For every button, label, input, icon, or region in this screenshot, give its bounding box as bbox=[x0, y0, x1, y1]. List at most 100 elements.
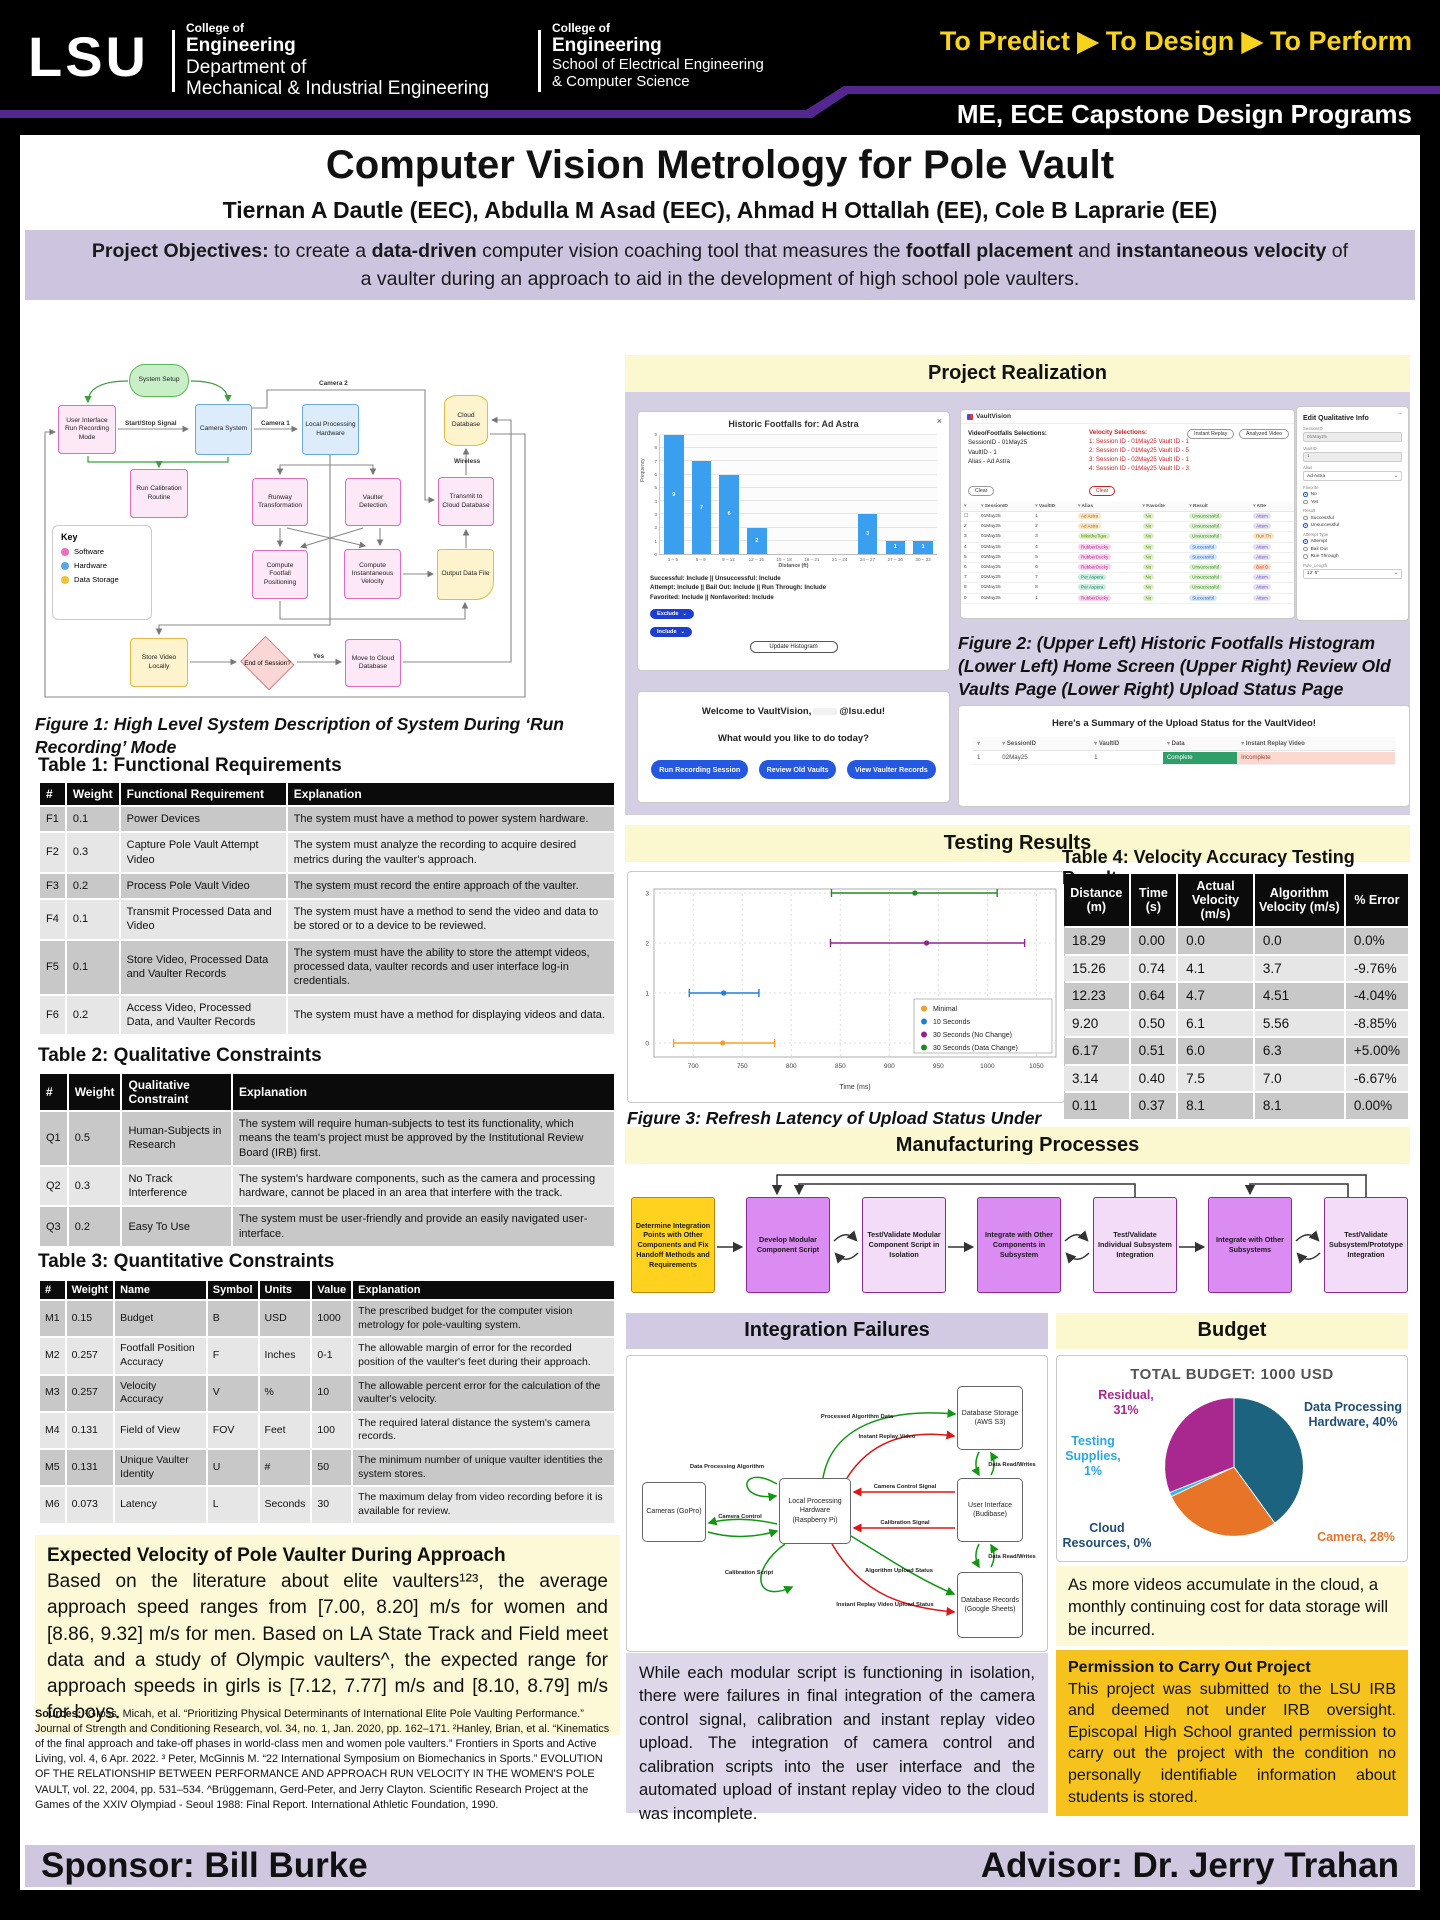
divider bbox=[538, 30, 541, 92]
cell: 0.40 bbox=[1130, 1065, 1177, 1092]
table-row[interactable]: 9 01May25 1 RubberDucky No Successful Attem bbox=[961, 593, 1294, 604]
table-row[interactable]: 4 01May25 4 RubberDucky No Successful Attem bbox=[961, 542, 1294, 553]
cell: 01May25 bbox=[977, 511, 1033, 523]
column-header: Actual Velocity (m/s) bbox=[1178, 874, 1253, 926]
table-row: 0.11 0.37 8.1 8.1 0.00% bbox=[1064, 1093, 1408, 1119]
column-header: Explanation bbox=[287, 783, 614, 805]
box-user-interface: User Interface (Budibase) bbox=[957, 1478, 1023, 1542]
attempt-radio: Attempt bbox=[1303, 539, 1402, 544]
label-data-read-writes: Data Read/Writes bbox=[988, 1462, 1036, 1468]
column-header: Units bbox=[259, 1281, 311, 1299]
cell: The maximum delay from video recording b… bbox=[353, 1487, 614, 1523]
cell: Per Aspera bbox=[1074, 582, 1140, 594]
vaultid-field: 1 bbox=[1303, 451, 1402, 462]
cell: F3 bbox=[40, 873, 65, 899]
column-header: % Error bbox=[1345, 874, 1408, 926]
table-row: F2 0.3 Capture Pole Vault Attempt Video The… bbox=[40, 833, 614, 872]
cell: 01May25 bbox=[977, 593, 1033, 604]
column-header: Algorithm Velocity (m/s) bbox=[1254, 874, 1344, 926]
table-row[interactable]: 8 01May25 8 Per Aspera No Unsuccessful Attem bbox=[961, 582, 1294, 594]
table-row: F1 0.1 Power Devices The system must have a… bbox=[40, 807, 614, 832]
pie-label: Cloud Resources, 0% bbox=[1062, 1521, 1152, 1550]
table-row: F5 0.1 Store Video, Processed Data and Vau… bbox=[40, 940, 614, 994]
table-row[interactable]: 2 01May25 2 Ad Astra No Unsuccessful Attem bbox=[961, 521, 1294, 533]
svg-text:850: 850 bbox=[835, 1063, 846, 1070]
permission-box: Permission to Carry Out Project This pro… bbox=[1056, 1650, 1408, 1816]
histogram-bar: 3 bbox=[857, 514, 878, 554]
project-objectives: Project Objectives: to create a data-dri… bbox=[25, 230, 1415, 300]
cell: 9 bbox=[961, 593, 978, 604]
sessionid-field: 01May25 bbox=[1303, 432, 1402, 442]
cell: No bbox=[1139, 531, 1187, 543]
cell: Ad Astra bbox=[1074, 521, 1140, 533]
column-header: Instant Replay Video bbox=[1237, 737, 1395, 751]
table-row: M4 0.131 Field of View FOV Feet 100 The requir… bbox=[40, 1412, 614, 1449]
svg-text:1050: 1050 bbox=[1029, 1063, 1044, 1070]
column-header: # bbox=[40, 783, 65, 805]
status-chip: No bbox=[1142, 543, 1155, 550]
cell: 7 bbox=[961, 572, 978, 584]
cell: 9.20 bbox=[1064, 1010, 1129, 1037]
cell: Successful bbox=[1186, 542, 1251, 553]
label-algorithm-upload-status: Algorithm Upload Status bbox=[865, 1568, 933, 1574]
cell: M3 bbox=[40, 1375, 65, 1411]
cell: 0.51 bbox=[1130, 1038, 1177, 1064]
table-row: M5 0.131 Unique Vaulter Identity U #50 The mi… bbox=[40, 1450, 614, 1486]
table-row: 12.23 0.64 4.7 4.51 -4.04% bbox=[1064, 983, 1408, 1009]
cell: 0.1 bbox=[66, 940, 119, 994]
cell: Capture Pole Vault Attempt Video bbox=[120, 833, 286, 872]
status-chip: Attem bbox=[1253, 523, 1271, 530]
label-data-read-writes: Data Read/Writes bbox=[988, 1554, 1036, 1560]
cell: Successful bbox=[1186, 552, 1251, 563]
node-ui-run-recording: User Interface Run Recording Mode bbox=[58, 405, 116, 454]
node-output-data-file: Output Data File bbox=[437, 549, 494, 600]
expected-velocity-note: Expected Velocity of Pole Vaulter During… bbox=[35, 1535, 620, 1735]
section-manufacturing: Manufacturing Processes bbox=[625, 1127, 1410, 1164]
pole-length-select: 12' 6" ⌄ bbox=[1303, 568, 1402, 579]
status-chip: Successful bbox=[1189, 594, 1218, 601]
column-header: VaultID bbox=[1032, 502, 1075, 512]
cell: RubberDucky bbox=[1074, 593, 1140, 604]
svg-text:Time (ms): Time (ms) bbox=[839, 1084, 870, 1091]
table-row[interactable]: 5 01May25 5 RubberDucky No Successful Attem bbox=[961, 552, 1294, 563]
cell: The system must have a method to send th… bbox=[287, 900, 614, 939]
cell: 0.2 bbox=[66, 995, 119, 1035]
table-row[interactable]: ☐ 01May25 1 Ad Astra No Unsuccessful Attem bbox=[961, 511, 1294, 523]
cell: U bbox=[207, 1450, 258, 1486]
label-calibration-signal: Calibration Signal bbox=[880, 1520, 930, 1526]
status-chip: No bbox=[1142, 564, 1155, 571]
svg-text:1000: 1000 bbox=[980, 1063, 995, 1070]
status-chip: Attem bbox=[1253, 543, 1271, 550]
status-chip: Attem bbox=[1253, 553, 1271, 560]
cell: 0.11 bbox=[1064, 1093, 1129, 1119]
node-camera-system: Camera System bbox=[195, 404, 252, 455]
status-chip: No bbox=[1142, 584, 1155, 591]
cell: Unsuccessful bbox=[1186, 521, 1251, 533]
cell: 0.131 bbox=[66, 1412, 114, 1449]
edge-label-camera2: Camera 2 bbox=[319, 380, 348, 387]
cell: The system must have the ability to stor… bbox=[287, 940, 614, 994]
cell: Unsuccessful bbox=[1186, 562, 1251, 574]
favorite-no-radio: No bbox=[1303, 492, 1402, 497]
upload-status-table: SessionIDVaultIDDataInstant Replay Video… bbox=[973, 737, 1395, 765]
cell: The system must analyze the recording to… bbox=[287, 833, 614, 872]
cell: 1 bbox=[1090, 750, 1163, 765]
table-row[interactable]: 7 01May25 7 Per Aspera No Unsuccessful Attem bbox=[961, 572, 1294, 584]
column-header: Explanation bbox=[353, 1281, 614, 1299]
table-row: M3 0.257 Velocity Accuracy V% 10 The allowabl… bbox=[40, 1375, 614, 1411]
mfg-step-2: Develop Modular Component Script bbox=[746, 1197, 830, 1293]
cell: 0.3 bbox=[68, 1166, 121, 1206]
cell: Feet bbox=[259, 1412, 311, 1449]
cell: -8.85% bbox=[1345, 1010, 1408, 1037]
table-row[interactable]: 3 01May25 3 MiketheTiger No Unsuccessful Run T… bbox=[961, 531, 1294, 543]
cell: 18.29 bbox=[1064, 928, 1129, 954]
table-row[interactable]: 6 01May25 6 RubberDucky No Unsuccessful Bail O bbox=[961, 562, 1294, 574]
histogram-screenshot: × Historic Footfalls for: Ad Astra Frequ… bbox=[637, 411, 950, 671]
cell: Process Pole Vault Video bbox=[120, 873, 286, 899]
cell: 1 bbox=[1032, 593, 1075, 604]
cell: 0.0 bbox=[1254, 928, 1344, 954]
cell: F6 bbox=[40, 995, 65, 1035]
cell: 01May25 bbox=[977, 562, 1033, 574]
status-chip: Run Th bbox=[1253, 533, 1274, 540]
column-header: Distance (m) bbox=[1064, 874, 1129, 926]
